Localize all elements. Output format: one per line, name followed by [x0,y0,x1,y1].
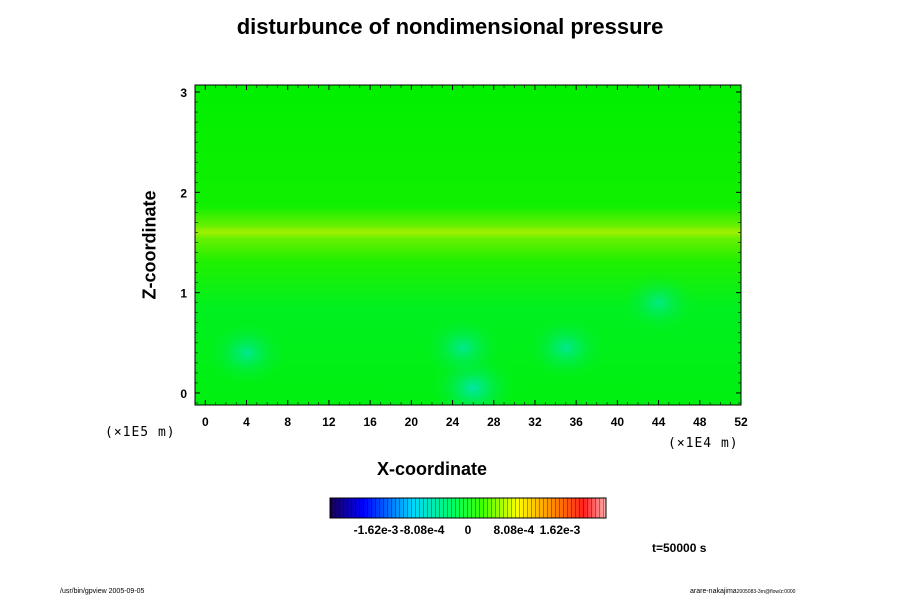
colorbar-tick-label: 0 [464,523,472,537]
x-tick-label: 20 [405,415,419,429]
plot-frame [194,84,742,406]
time-label: t=50000 s [652,541,707,555]
low-region-0 [206,320,287,386]
x-tick-label: 24 [446,415,460,429]
footer-right-main: arare-nakajima [690,588,737,595]
x-tick-label: 48 [693,415,707,429]
colorbar-tick-label: 1.62e-3 [539,523,581,537]
footer-right-small: 2005083-3rn@flow/z:0000 [736,589,796,595]
x-tick-label: 16 [363,415,377,429]
x-scale-label: (×1E4 m) [668,436,739,451]
x-tick-label: 52 [734,415,748,429]
footer-left: /usr/bin/gpview 2005-09-05 [60,588,145,595]
y-tick-label: 0 [180,387,187,401]
low-region-3 [525,315,607,381]
heatmap-field [195,85,741,405]
low-region-4 [619,271,698,334]
y-tick-label: 1 [180,287,187,301]
chart-title: disturbunce of nondimensional pressure [236,14,664,39]
x-tick-label: 28 [487,415,501,429]
x-axis-label: X-coordinate [376,459,487,479]
y-tick-label: 2 [180,186,187,200]
x-tick-label: 36 [569,415,583,429]
colorbar-labels: -1.62e-3 -8.08e-4 0 8.08e-4 1.62e-3 [0,523,900,539]
x-tick-label: 12 [322,415,336,429]
x-tick-label: 44 [652,415,666,429]
x-tick-label: 32 [528,415,542,429]
x-tick-label: 0 [202,415,209,429]
y-scale-label: (×1E5 m) [105,425,176,440]
x-tick-label: 8 [284,415,291,429]
colorbar-tick-label: -8.08e-4 [399,523,445,537]
colorbar [329,497,607,519]
y-tick-label: 3 [180,86,187,100]
y-axis-label: Z-coordinate [139,190,160,300]
colorbar-tick-label: 8.08e-4 [493,523,535,537]
x-tick-label: 4 [243,415,250,429]
colorbar-tick-label: -1.62e-3 [353,523,399,537]
x-tick-label: 40 [611,415,625,429]
low-region-2 [422,315,504,381]
footer-right: arare-nakajima2005083-3rn@flow/z:0000 [690,588,795,595]
